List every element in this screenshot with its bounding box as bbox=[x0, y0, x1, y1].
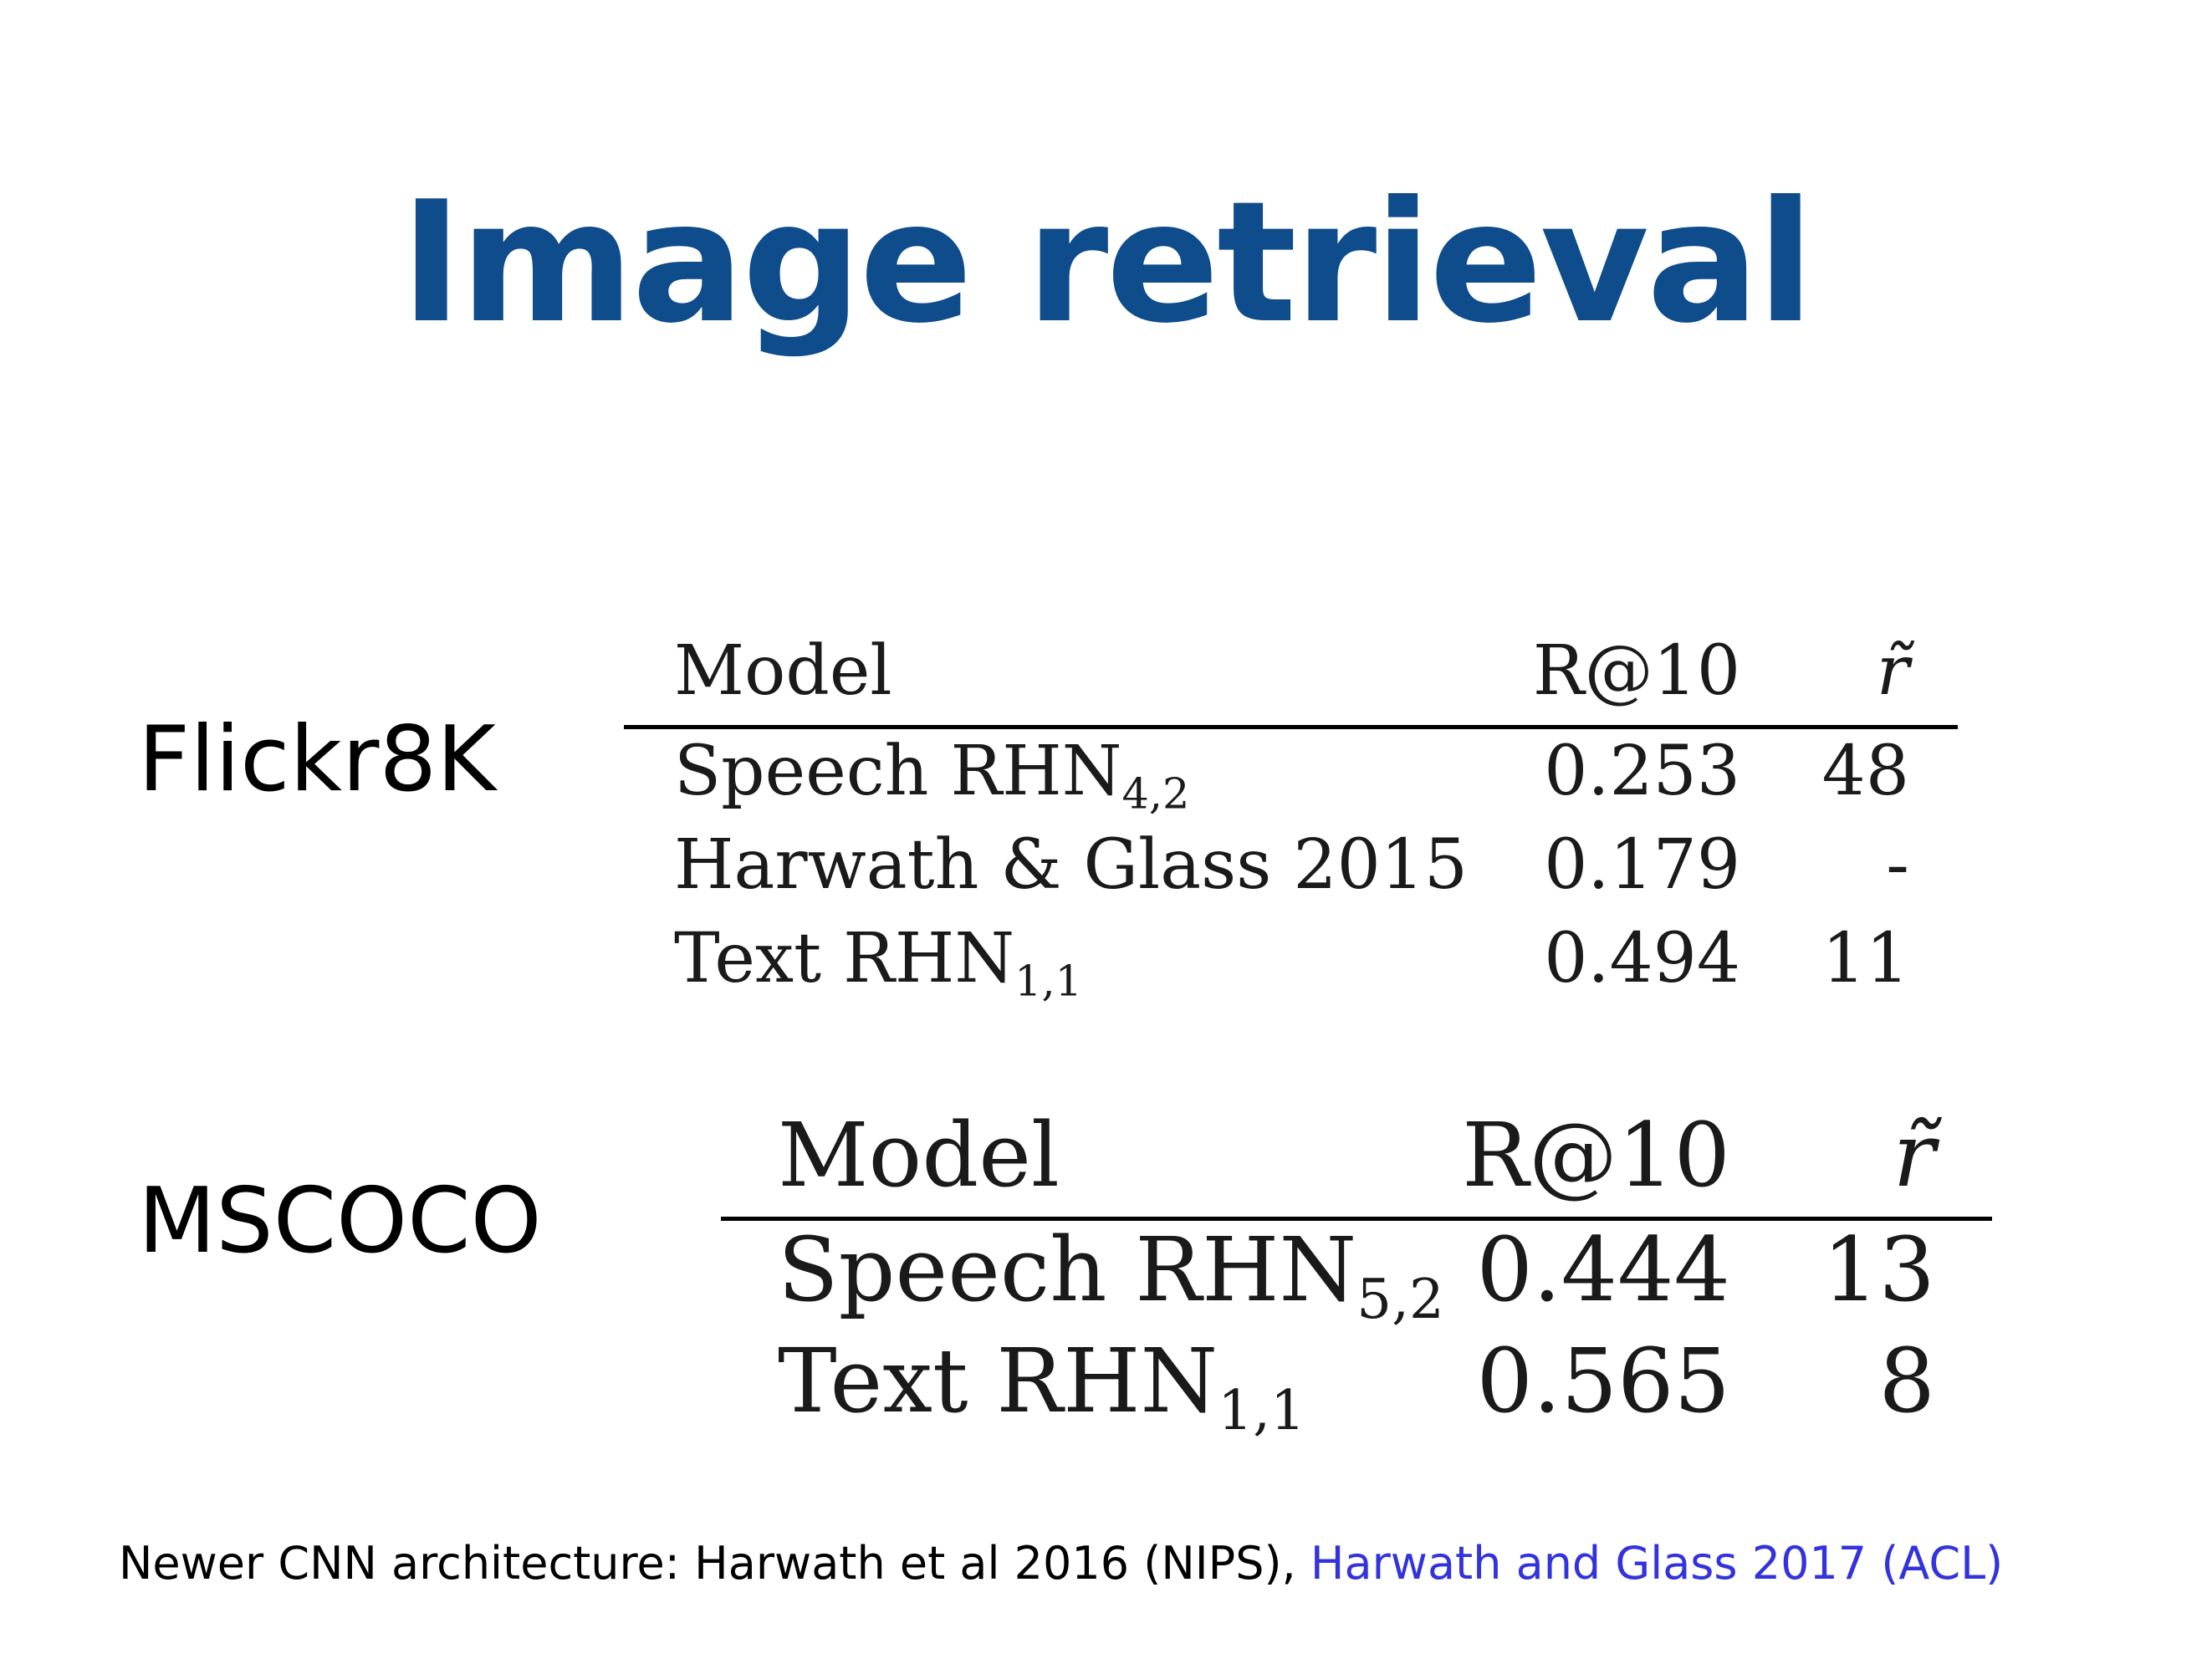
footnote: Newer CNN architecture: Harwath et al 20… bbox=[119, 1541, 2003, 1586]
header-rule bbox=[721, 1217, 1992, 1221]
citation-link[interactable]: Harwath and Glass 2017 (ACL) bbox=[1310, 1537, 2004, 1590]
table-row: Text RHN1,1 0.565 8 bbox=[721, 1330, 1992, 1443]
model-name: Speech RHN4,2 bbox=[674, 732, 1190, 819]
table-row: Text RHN1,1 0.494 11 bbox=[624, 919, 1958, 1006]
r10-value: 0.253 bbox=[1544, 732, 1740, 811]
r10-value: 0.494 bbox=[1544, 919, 1740, 998]
table-row: Harwath & Glass 2015 0.179 - bbox=[624, 825, 1958, 905]
header-model: Model bbox=[674, 631, 892, 711]
table-row: Speech RHN4,2 0.253 48 bbox=[624, 732, 1958, 819]
model-name: Text RHN1,1 bbox=[674, 919, 1082, 1006]
model-name: Speech RHN5,2 bbox=[778, 1218, 1444, 1332]
mscoco-label: MSCOCO bbox=[138, 1169, 542, 1274]
flickr8k-results-table: Model R@10 r̃ Speech RHN4,2 0.253 48 Har… bbox=[624, 631, 1958, 1008]
page-title: Image retrieval bbox=[400, 166, 1815, 360]
table-header-row: Model R@10 r̃ bbox=[721, 1104, 1992, 1208]
header-model: Model bbox=[778, 1104, 1060, 1207]
r-tilde-value: 48 bbox=[1821, 732, 1909, 811]
model-name: Text RHN1,1 bbox=[778, 1330, 1305, 1443]
r-tilde-value: 11 bbox=[1821, 919, 1909, 998]
r10-value: 0.179 bbox=[1544, 825, 1740, 905]
header-rule bbox=[624, 725, 1958, 729]
r-tilde-value: 8 bbox=[1878, 1330, 1935, 1432]
header-r-tilde: r̃ bbox=[1893, 1104, 1935, 1207]
header-r10: R@10 bbox=[1532, 631, 1740, 711]
r-tilde-value: 13 bbox=[1822, 1218, 1935, 1321]
header-r-tilde: r̃ bbox=[1876, 631, 1909, 711]
mscoco-results-table: Model R@10 r̃ Speech RHN5,2 0.444 13 Tex… bbox=[721, 1104, 1992, 1438]
r10-value: 0.565 bbox=[1476, 1330, 1730, 1432]
header-r10: R@10 bbox=[1462, 1104, 1730, 1207]
r10-value: 0.444 bbox=[1476, 1218, 1730, 1321]
table-header-row: Model R@10 r̃ bbox=[624, 631, 1958, 711]
model-name: Harwath & Glass 2015 bbox=[674, 825, 1469, 905]
footnote-text: Newer CNN architecture: Harwath et al 20… bbox=[119, 1537, 1310, 1590]
r-tilde-value: - bbox=[1886, 825, 1909, 905]
flickr8k-label: Flickr8K bbox=[138, 707, 496, 812]
table-row: Speech RHN5,2 0.444 13 bbox=[721, 1218, 1992, 1332]
